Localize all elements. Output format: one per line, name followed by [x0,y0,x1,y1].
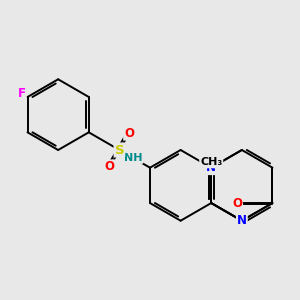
Text: N: N [206,161,216,174]
Text: O: O [105,160,115,173]
Text: NH: NH [124,153,142,163]
Text: N: N [237,214,247,227]
Text: CH₃: CH₃ [200,158,222,167]
Text: O: O [124,127,134,140]
Text: F: F [17,87,26,100]
Text: O: O [232,196,242,209]
Text: S: S [115,143,124,157]
